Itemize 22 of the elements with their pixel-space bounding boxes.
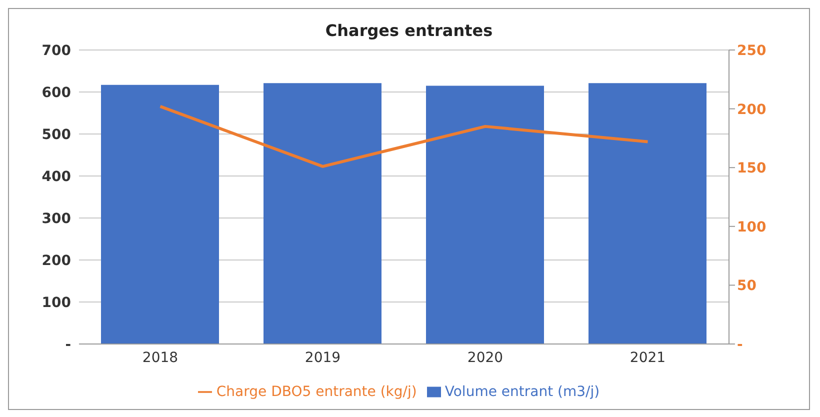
legend-label: Charge DBO5 entrante (kg/j) [216,384,417,400]
y2-tick-label: 250 [737,42,766,59]
y2-tick-label: 150 [737,160,766,177]
y2-tick-label: 50 [737,278,757,294]
y-tick-label: 100 [42,294,72,311]
legend-label: Volume entrant (m3/j) [444,384,600,400]
x-tick-label: 2021 [630,350,666,366]
y2-tick-label: 200 [737,102,766,118]
y2-tick-label: - [737,336,743,353]
y-tick-label: 200 [42,252,72,269]
y-tick-label: 300 [42,210,72,227]
y-tick-label: 500 [42,126,72,143]
y-tick-label: - [65,336,72,353]
x-tick-label: 2019 [304,350,341,366]
x-tick-label: 2020 [467,350,504,366]
y-tick-label: 600 [42,84,72,101]
y2-tick-label: 100 [737,219,766,236]
line-series [158,104,650,168]
x-tick-label: 2018 [142,350,178,366]
chart-title: Charges entrantes [324,21,494,40]
y-tick-label: 700 [42,42,72,59]
y-tick-label: 400 [42,168,72,185]
